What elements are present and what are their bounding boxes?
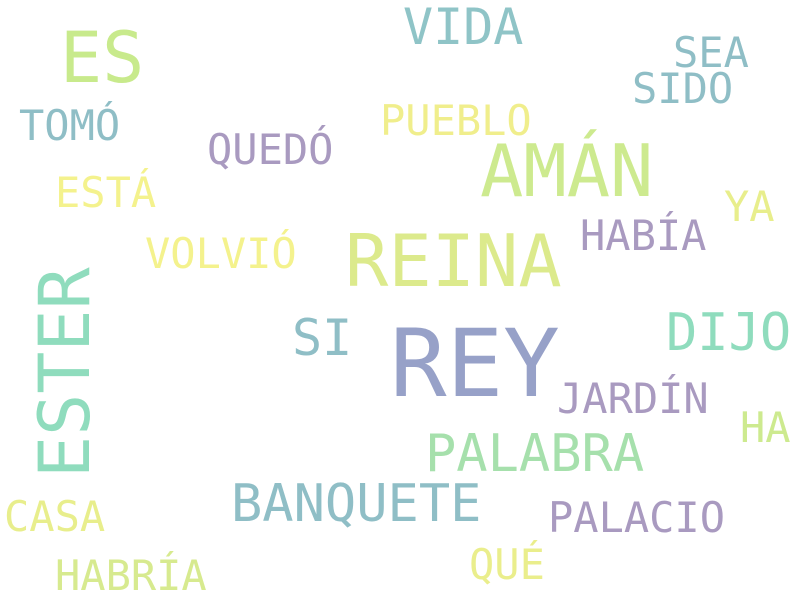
word-reina: REINA [345,219,562,303]
word-quedo: QUEDÓ [207,125,334,174]
word-ester: ESTER [24,267,106,478]
word-aman: AMÁN [480,129,654,213]
word-dijo: DIJO [666,303,792,363]
word-palabra: PALABRA [425,424,645,484]
word-rey: REY [390,310,560,419]
word-sea: SEA [673,28,749,77]
word-banquete: BANQUETE [231,474,482,534]
word-pueblo: PUEBLO [380,96,532,145]
word-jardin: JARDÍN [557,374,709,423]
word-habria: HABRÍA [55,551,207,600]
word-ya: YA [724,182,775,231]
word-palacio: PALACIO [548,493,726,542]
word-es: ES [60,17,145,99]
word-volvio: VOLVIÓ [145,229,297,278]
word-esta: ESTÁ [55,168,157,217]
word-si: SI [292,309,353,367]
word-sido: SIDO [632,64,734,113]
word-vida: VIDA [403,0,524,56]
word-tomo: TOMÓ [19,101,121,150]
word-que: QUÉ [469,540,545,589]
word-ha: HA [740,403,791,452]
word-habia: HABÍA [580,211,707,260]
word-casa: CASA [4,492,106,541]
